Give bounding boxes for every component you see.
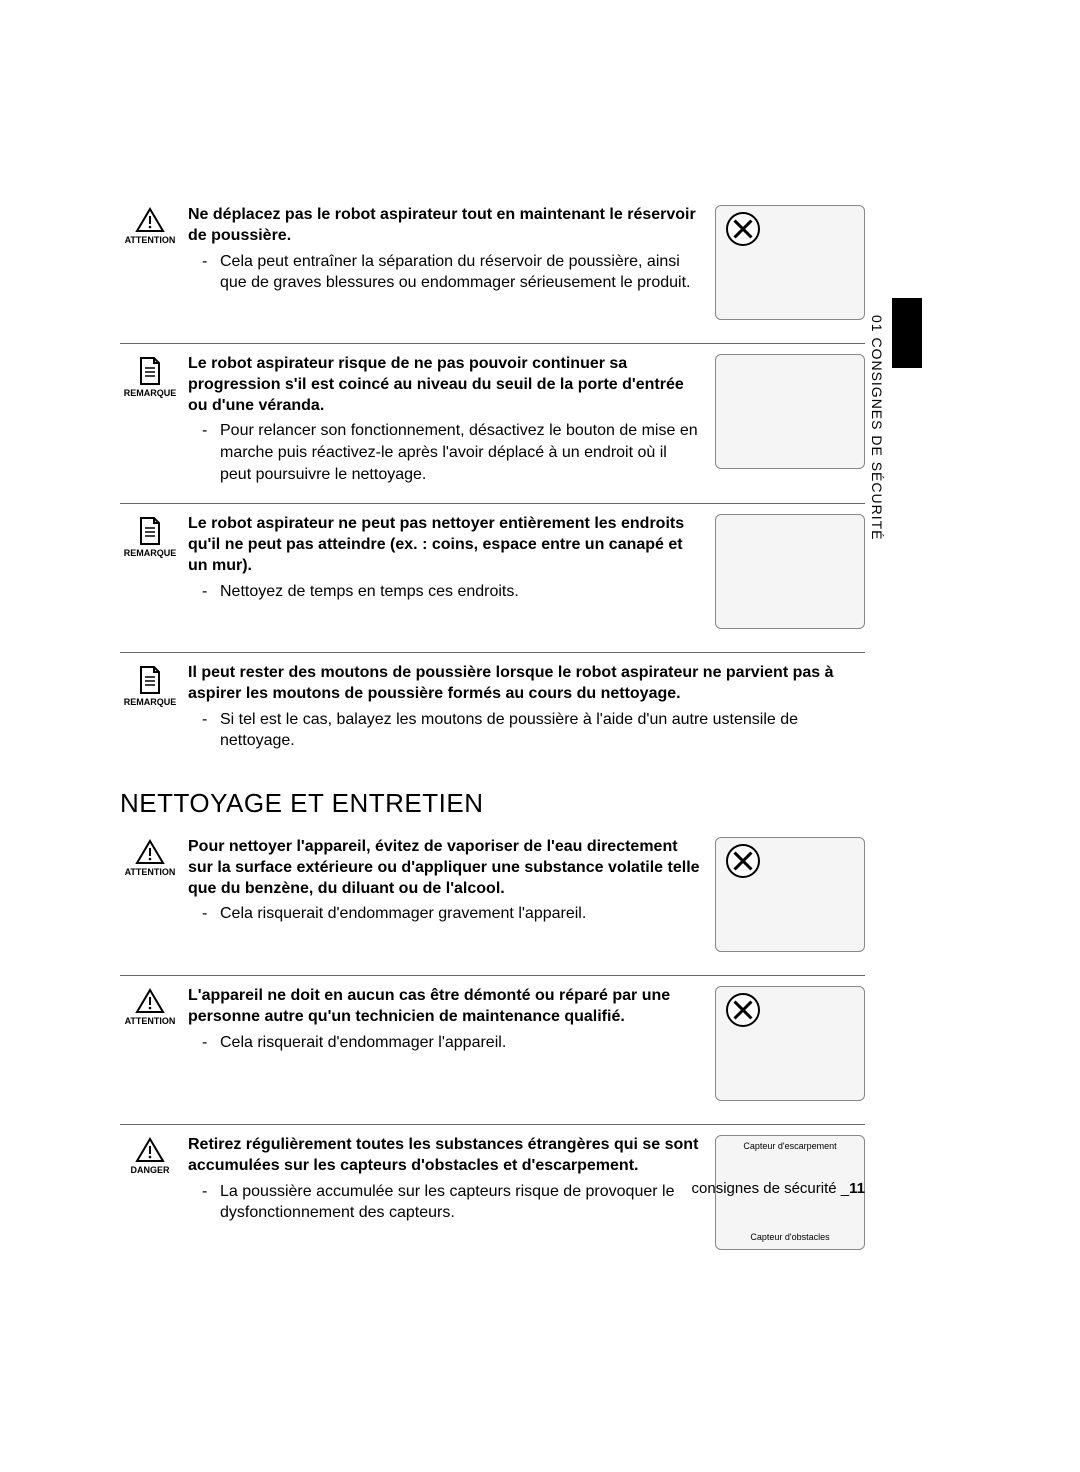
bullet-text: Pour relancer son fonctionnement, désact… [220,420,700,485]
text-column: Il peut rester des moutons de poussière … [180,663,865,752]
icon-label: DANGER [130,1165,169,1175]
safety-item: ATTENTION Ne déplacez pas le robot aspira… [120,195,865,344]
prohibited-x-icon [726,993,760,1027]
item-title: L'appareil ne doit en aucun cas être dém… [188,986,700,1028]
warning-triangle-icon [135,207,165,233]
item-title: Le robot aspirateur risque de ne pas pou… [188,354,700,416]
page-footer: consignes de sécurité _11 [692,1180,865,1197]
text-column: Retirez régulièrement toutes les substan… [180,1135,700,1224]
bullet-dash: - [202,1181,220,1224]
safety-item: REMARQUE Le robot aspirateur ne peut pas … [120,504,865,653]
robot-top-view-x-illustration [715,205,865,320]
icon-label: ATTENTION [125,1016,176,1026]
page-content: ATTENTION Ne déplacez pas le robot aspira… [120,195,865,1273]
safety-item: DANGER Retirez régulièrement toutes les s… [120,1125,865,1273]
item-title: Retirez régulièrement toutes les substan… [188,1135,700,1177]
icon-column: REMARQUE [120,354,180,398]
bullet-dash: - [202,709,220,752]
bullet-text: La poussière accumulée sur les capteurs … [220,1181,700,1224]
icon-label: ATTENTION [125,867,176,877]
bullet-dash: - [202,420,220,485]
note-page-icon [137,516,163,546]
icon-label: REMARQUE [124,388,177,398]
bullet-text: Cela peut entraîner la séparation du rés… [220,251,700,294]
text-column: Ne déplacez pas le robot aspirateur tout… [180,205,700,294]
prohibited-x-icon [726,212,760,246]
bullet-text: Si tel est le cas, balayez les moutons d… [220,709,865,752]
warning-triangle-icon [135,988,165,1014]
warning-triangle-icon [135,1137,165,1163]
bullet-dash: - [202,903,220,925]
spray-on-robot-x-illustration [715,837,865,952]
illustration-column [700,986,865,1106]
item-title: Il peut rester des moutons de poussière … [188,663,865,705]
person-vacuum-sofa-illustration [715,514,865,629]
safety-item: REMARQUE Il peut rester des moutons de po… [120,653,865,770]
icon-column: REMARQUE [120,663,180,707]
sensor-label-top: Capteur d'escarpement [716,1142,864,1152]
bullet-dash: - [202,251,220,294]
item-bullet: -Cela risquerait d'endommager gravement … [202,903,700,925]
bullet-text: Nettoyez de temps en temps ces endroits. [220,581,700,603]
text-column: Pour nettoyer l'appareil, évitez de vapo… [180,837,700,925]
item-title: Pour nettoyer l'appareil, évitez de vapo… [188,837,700,899]
icon-label: ATTENTION [125,235,176,245]
bullet-dash: - [202,1032,220,1054]
prohibited-x-icon [726,844,760,878]
section-heading: NETTOYAGE ET ENTRETIEN [120,788,865,819]
bullet-text: Cela risquerait d'endommager gravement l… [220,903,700,925]
sensor-label-bottom: Capteur d'obstacles [716,1233,864,1243]
item-bullet: -Cela risquerait d'endommager l'appareil… [202,1032,700,1054]
footer-text: consignes de sécurité _ [692,1180,850,1197]
bullet-text: Cela risquerait d'endommager l'appareil. [220,1032,700,1054]
icon-column: DANGER [120,1135,180,1175]
icon-label: REMARQUE [124,697,177,707]
warning-triangle-icon [135,839,165,865]
icon-column: ATTENTION [120,837,180,877]
item-bullet: -La poussière accumulée sur les capteurs… [202,1181,700,1224]
icon-column: REMARQUE [120,514,180,558]
text-column: Le robot aspirateur ne peut pas nettoyer… [180,514,700,602]
icon-column: ATTENTION [120,986,180,1026]
item-bullet: -Pour relancer son fonctionnement, désac… [202,420,700,485]
footer-page-number: 11 [849,1180,865,1197]
item-title: Ne déplacez pas le robot aspirateur tout… [188,205,700,247]
robot-stuck-threshold-illustration [715,354,865,469]
safety-item: REMARQUE Le robot aspirateur risque de ne… [120,344,865,504]
item-title: Le robot aspirateur ne peut pas nettoyer… [188,514,700,576]
note-page-icon [137,665,163,695]
illustration-column [700,837,865,957]
bullet-dash: - [202,581,220,603]
item-bullet: -Nettoyez de temps en temps ces endroits… [202,581,700,603]
safety-item: ATTENTION Pour nettoyer l'appareil, évite… [120,827,865,976]
illustration-column [700,354,865,474]
item-bullet: -Cela peut entraîner la séparation du ré… [202,251,700,294]
text-column: Le robot aspirateur risque de ne pas pou… [180,354,700,485]
icon-column: ATTENTION [120,205,180,245]
illustration-column [700,514,865,634]
side-tab-label: 01 CONSIGNES DE SÉCURITÉ [862,298,892,558]
note-page-icon [137,356,163,386]
disassemble-robot-x-illustration [715,986,865,1101]
text-column: L'appareil ne doit en aucun cas être dém… [180,986,700,1053]
side-chapter-marker [892,298,922,368]
illustration-column [700,205,865,325]
icon-label: REMARQUE [124,548,177,558]
safety-item: ATTENTION L'appareil ne doit en aucun cas… [120,976,865,1125]
item-bullet: -Si tel est le cas, balayez les moutons … [202,709,865,752]
